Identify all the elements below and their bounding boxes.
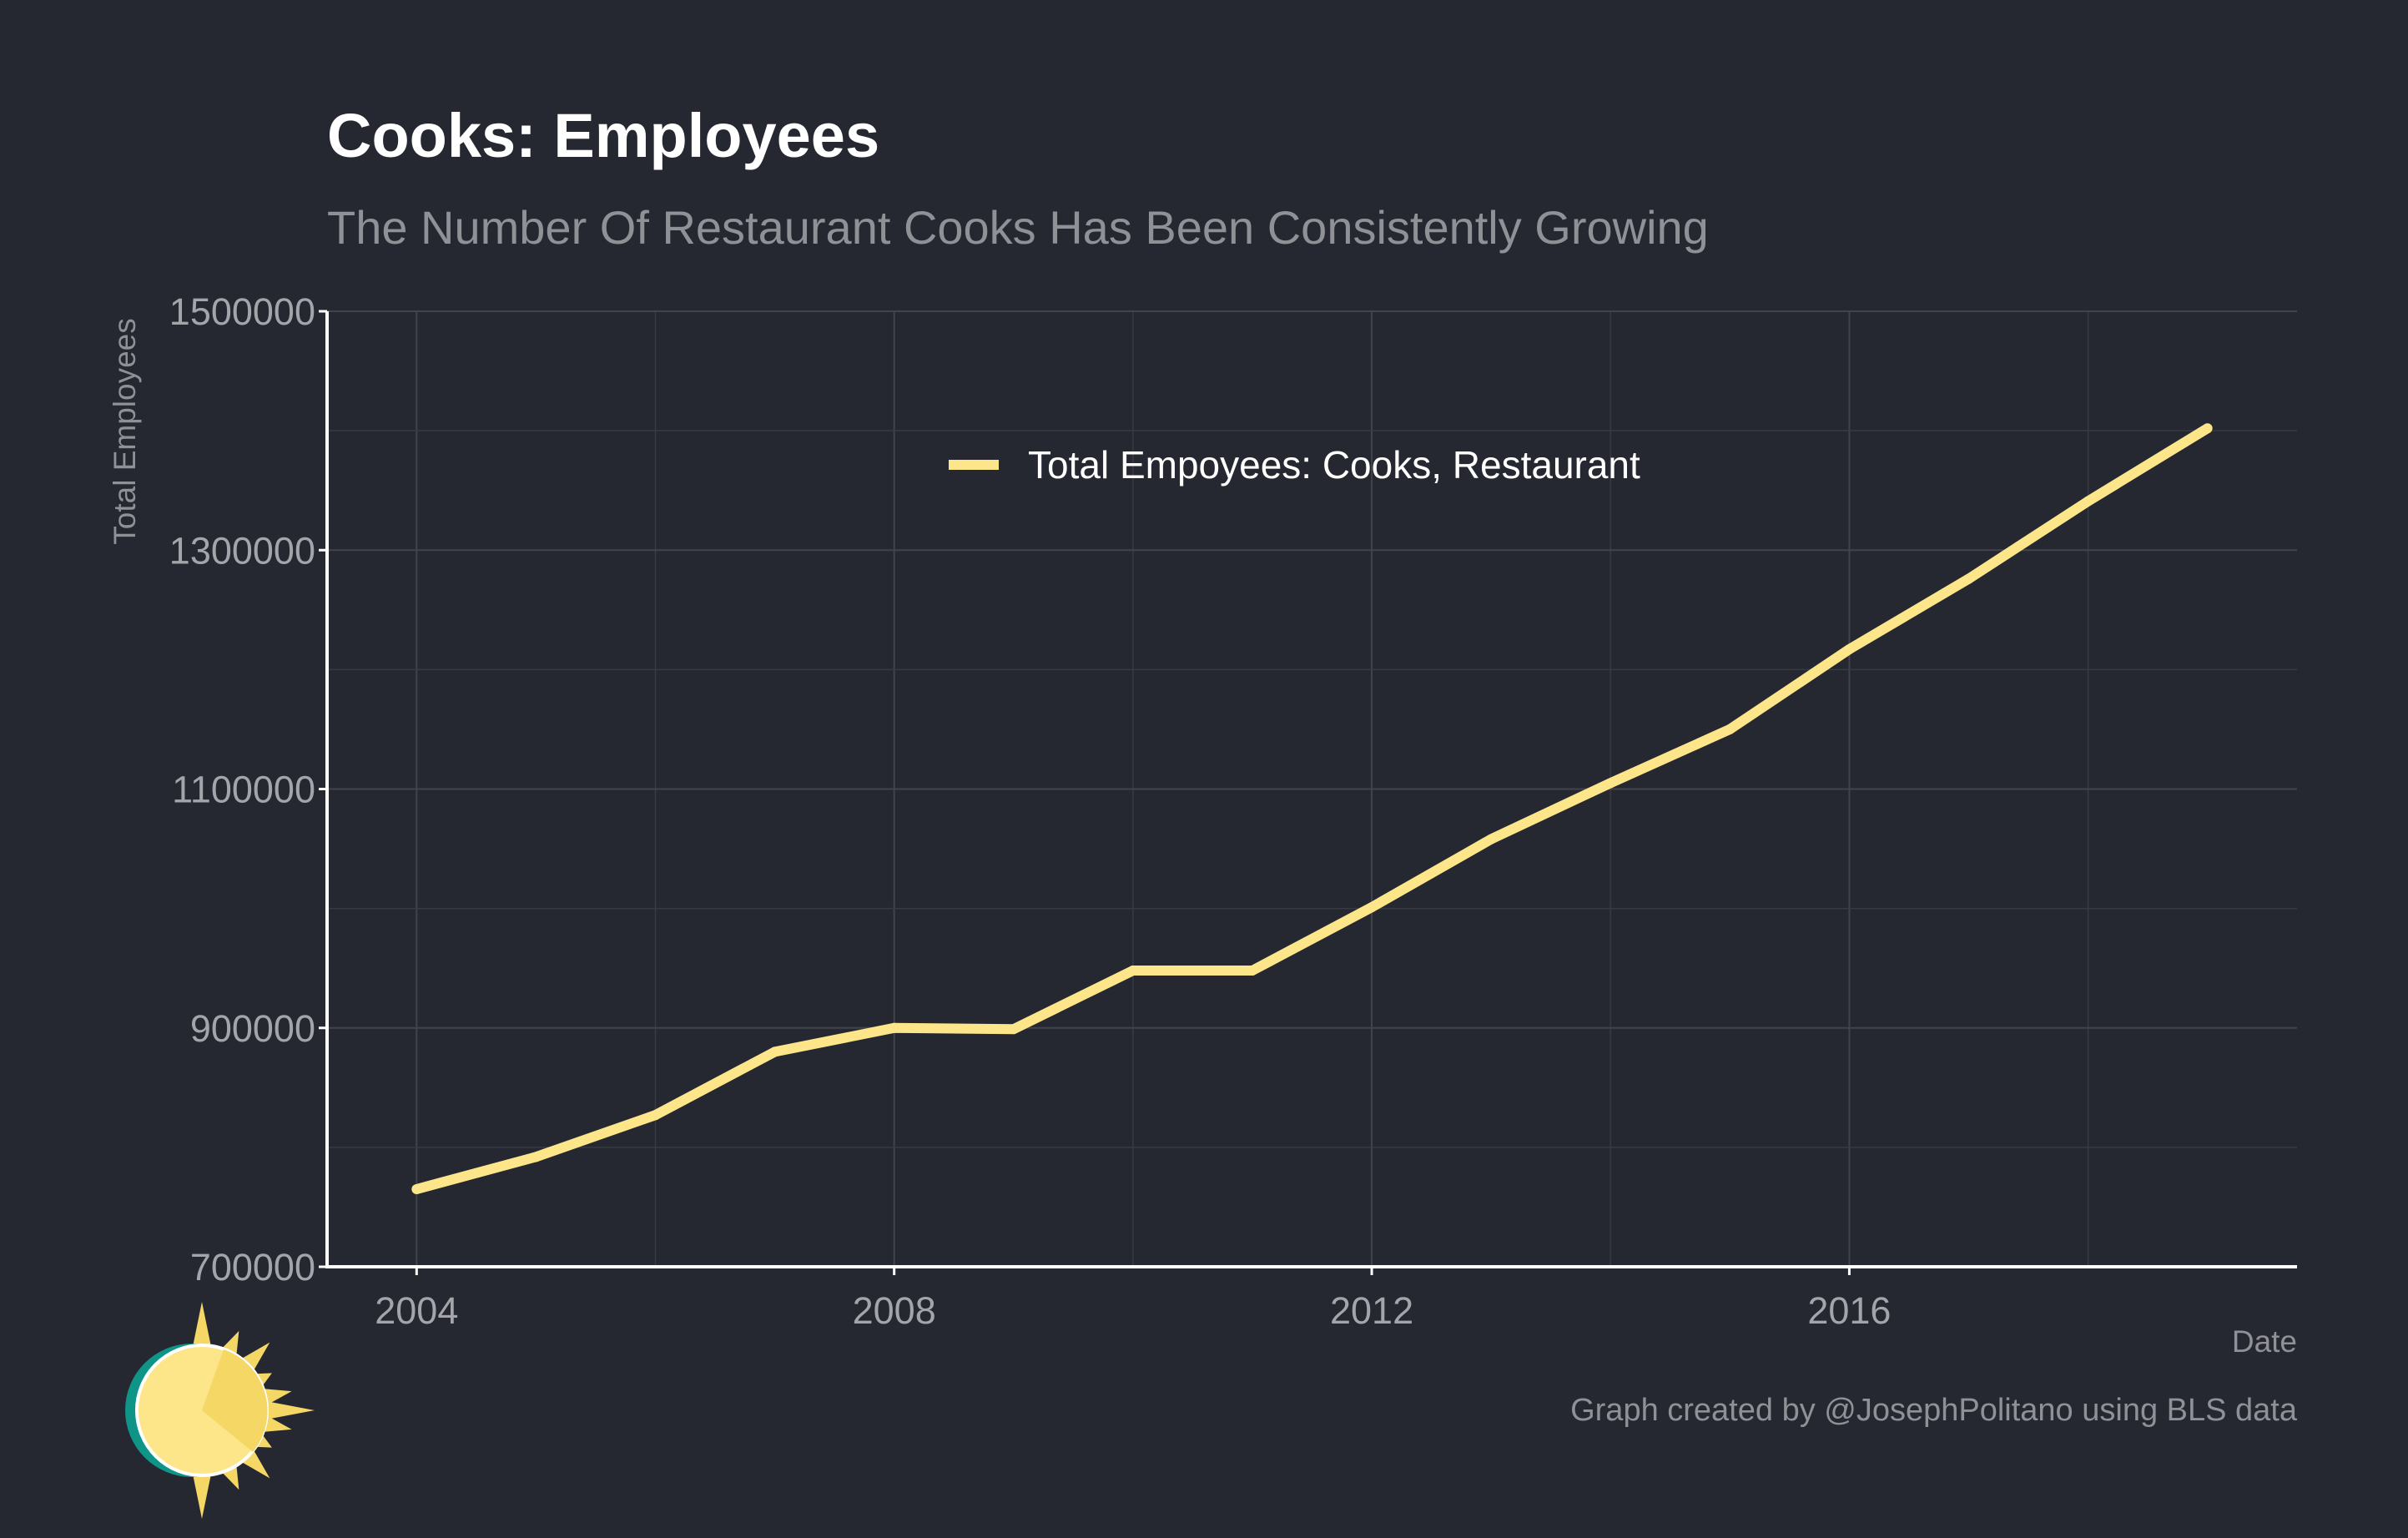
legend: Total Empoyees: Cooks, Restaurant [949,443,1640,487]
x-tick-label: 2004 [375,1289,458,1332]
axes [319,310,2297,1275]
chart-subtitle: The Number Of Restaurant Cooks Has Been … [327,201,1709,254]
sun-ray [191,1467,213,1519]
x-tick-label: 2012 [1330,1289,1413,1332]
data-point [2083,496,2093,507]
y-tick-label: 700000 [190,1246,315,1288]
sun-ray [191,1302,213,1354]
data-point [1605,778,1616,789]
data-point [1008,1024,1019,1035]
data-point [531,1152,542,1162]
sun-ray [259,1399,315,1421]
x-tick-label: 2016 [1807,1289,1891,1332]
data-point [769,1046,780,1057]
data-point [1963,573,1974,584]
data-point [650,1110,661,1121]
data-point [889,1022,899,1033]
data-point [1725,724,1735,734]
data-point [1486,834,1497,845]
data-point [1127,966,1138,976]
y-tick-label: 900000 [190,1007,315,1050]
y-tick-label: 1500000 [169,290,315,333]
series-layer [411,423,2213,1194]
legend-label: Total Empoyees: Cooks, Restaurant [1028,443,1640,487]
y-axis-title: Total Employees [108,318,142,544]
tick-labels: 700000 900000 1100000 1300000 1500000 2004 200… [169,290,1892,1332]
sun-shade [202,1349,268,1452]
chart-caption: Graph created by @JosephPolitano using B… [1570,1393,2298,1428]
x-axis-title: Date [2232,1324,2297,1359]
x-tick-label: 2008 [853,1289,936,1332]
data-point [1844,644,1855,655]
sun-logo-icon [125,1302,315,1519]
grid [327,310,2297,1267]
data-point [1367,902,1378,913]
chart-title: Cooks: Employees [327,101,879,170]
data-point [2202,423,2213,434]
data-point [1247,966,1257,976]
y-tick-label: 1300000 [169,529,315,572]
y-tick-label: 1100000 [172,769,315,811]
data-point [411,1183,422,1194]
series-line [415,424,2210,1194]
